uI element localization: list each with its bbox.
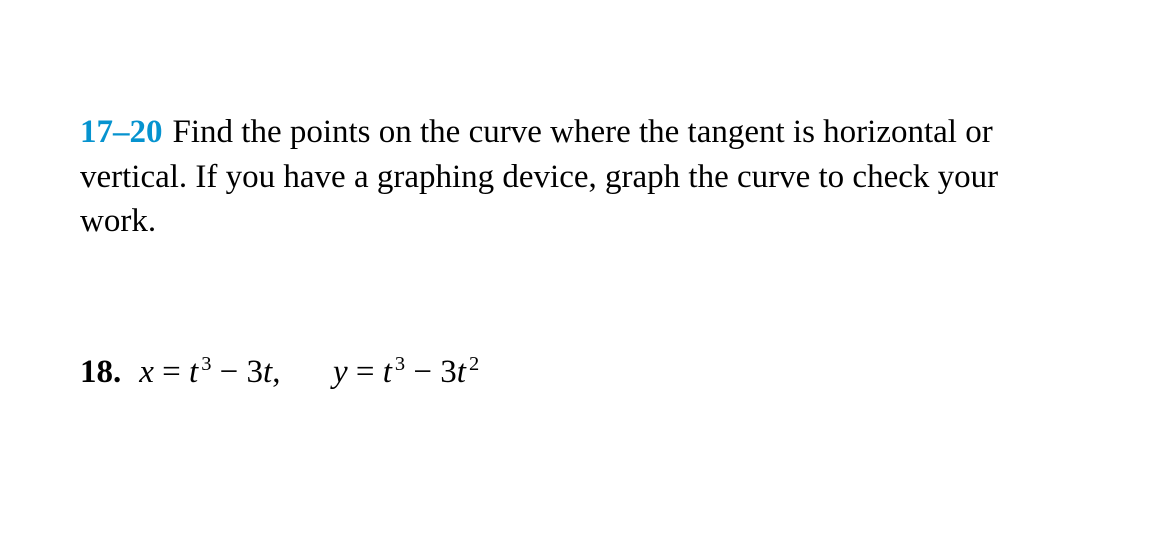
x-term2-var: t — [263, 354, 272, 390]
instruction-block: 17–20Find the points on the curve where … — [80, 110, 1076, 244]
y-term1-exp: 3 — [395, 353, 405, 375]
equals-sign: = — [162, 354, 189, 390]
comma: , — [272, 354, 280, 390]
y-term1-base: t — [383, 354, 392, 390]
x-term1-base: t — [189, 354, 198, 390]
problem-range: 17–20 — [80, 114, 163, 150]
problem-number: 18. — [80, 354, 121, 391]
y-term2-var: t — [457, 354, 466, 390]
x-term2-coef: 3 — [247, 354, 264, 390]
problem-equation: x = t3 − 3t, y = t3 − 3t2 — [139, 354, 479, 391]
y-lhs: y — [333, 354, 348, 390]
x-lhs: x — [139, 354, 154, 390]
instruction-text: Find the points on the curve where the t… — [80, 114, 998, 239]
y-term2-exp: 2 — [469, 353, 479, 375]
minus-sign: − — [413, 354, 440, 390]
x-term1-exp: 3 — [201, 353, 211, 375]
minus-sign: − — [220, 354, 247, 390]
page: 17–20Find the points on the curve where … — [0, 0, 1156, 391]
y-term2-coef: 3 — [440, 354, 457, 390]
problem-18: 18. x = t3 − 3t, y = t3 − 3t2 — [80, 354, 1076, 391]
equals-sign: = — [356, 354, 383, 390]
